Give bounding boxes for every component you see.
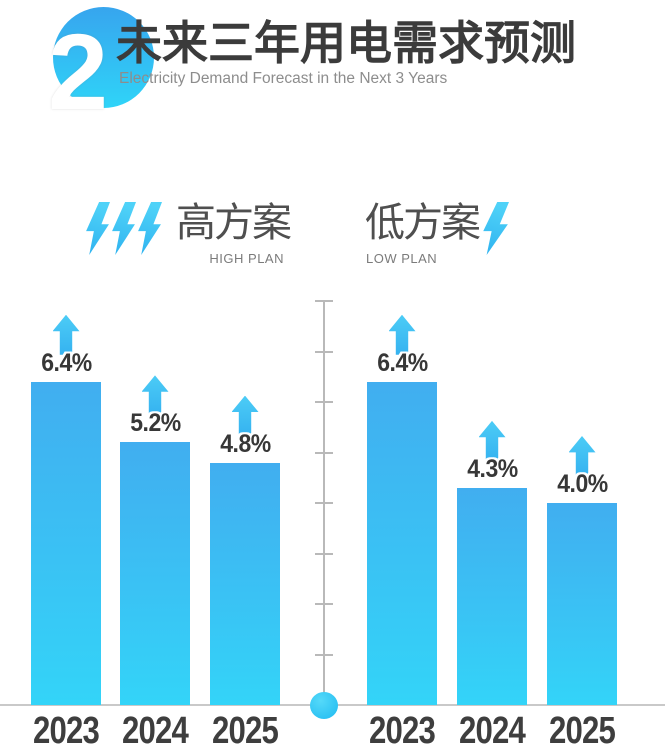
category-label: 2024 <box>121 710 189 750</box>
low-plan-label: 低方案 <box>365 201 481 245</box>
axis-origin-dot <box>310 692 338 719</box>
category-label: 2025 <box>211 710 279 750</box>
legend-low-plan: 低方案 LOW PLAN <box>365 199 540 271</box>
category-label: 2024 <box>458 710 526 750</box>
bar-column: 4.8% <box>210 395 280 705</box>
axis-tick <box>315 350 333 353</box>
bar <box>367 381 437 705</box>
bar-value-label: 5.2% <box>129 409 181 438</box>
lightning-bolt-icon <box>138 202 162 255</box>
low-plan-label-en: LOW PLAN <box>366 251 438 266</box>
bar-value-label: 4.0% <box>556 470 608 498</box>
axis-tick <box>315 502 333 504</box>
lightning-bolt-icon <box>86 202 110 255</box>
high-plan-label-en: HIGH PLAN <box>209 251 284 266</box>
legend-high-plan: 高方案 HIGH PLAN <box>84 199 292 271</box>
axis-tick <box>315 552 333 555</box>
bar-column: 6.4% <box>367 314 437 705</box>
bar <box>547 503 617 705</box>
axis-tick <box>315 603 333 605</box>
bar-column: 4.3% <box>457 420 527 705</box>
bar <box>210 462 280 705</box>
bar-column: 4.0% <box>547 436 617 705</box>
bar-value-label: 4.3% <box>466 454 518 483</box>
lightning-bolt-icon <box>483 202 509 255</box>
bar-value-label: 6.4% <box>40 348 92 377</box>
bar <box>120 442 190 705</box>
bar-value-label: 6.4% <box>376 348 428 377</box>
axis-tick <box>315 451 333 454</box>
bar <box>31 381 101 705</box>
bar-column: 6.4% <box>31 314 101 705</box>
section-number: 2 <box>48 11 109 132</box>
category-label: 2023 <box>368 710 436 750</box>
axis-tick <box>315 401 333 403</box>
axis-tick <box>315 653 333 656</box>
bar <box>457 487 527 705</box>
page-subtitle: Electricity Demand Forecast in the Next … <box>119 70 448 87</box>
bar-column: 5.2% <box>120 375 190 705</box>
category-label: 2025 <box>548 710 616 750</box>
axis-tick <box>315 300 333 302</box>
bar-value-label: 4.8% <box>219 429 271 458</box>
category-label: 2023 <box>32 710 100 750</box>
page-title: 未来三年用电需求预测 <box>116 17 576 69</box>
lightning-bolts-icon <box>84 202 162 255</box>
lightning-bolt-icon <box>112 202 136 255</box>
section-number-badge <box>53 7 154 108</box>
high-plan-label: 高方案 <box>176 201 292 245</box>
